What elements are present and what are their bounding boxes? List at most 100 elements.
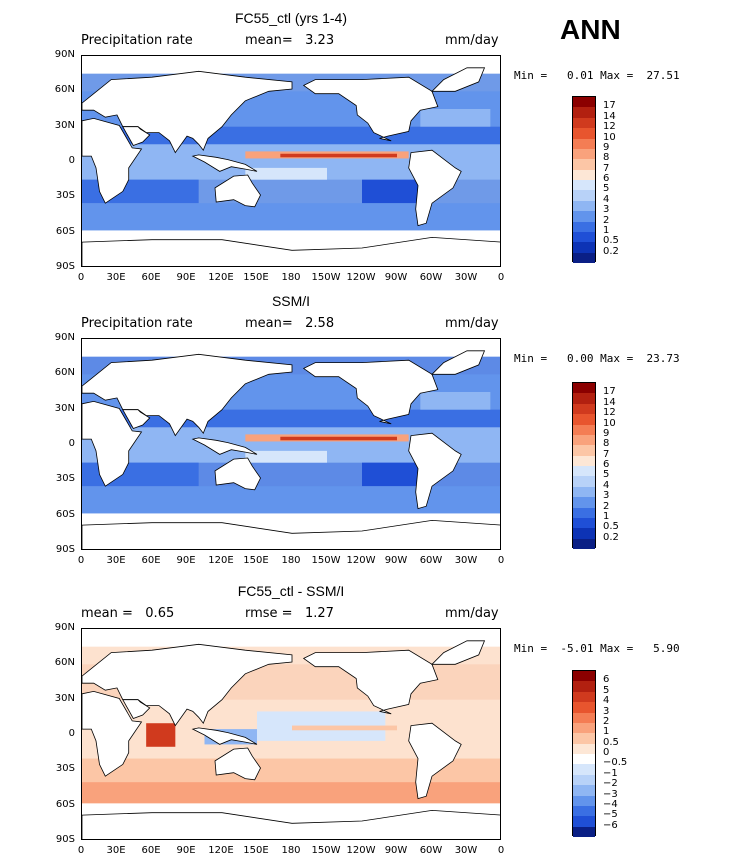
colorbar-label: 8 bbox=[603, 152, 610, 164]
lon-tick-label: 30E bbox=[106, 845, 126, 856]
colorbar-segment bbox=[573, 97, 595, 108]
colorbar-segment bbox=[573, 517, 595, 529]
lat-tick-label: 30S bbox=[55, 473, 75, 485]
panel-left-label: mean = 0.65 bbox=[81, 606, 175, 621]
lon-tick-label: 90W bbox=[384, 555, 408, 566]
panel-minmax: Min = 0.00 Max = 23.73 bbox=[514, 352, 680, 365]
colorbar-segment bbox=[573, 712, 595, 723]
colorbar-segment bbox=[573, 722, 595, 734]
colorbar-segment bbox=[573, 434, 595, 446]
lon-tick-label: 180 bbox=[281, 845, 301, 856]
colorbar-label: 12 bbox=[603, 121, 616, 133]
lon-tick-label: 0 bbox=[77, 555, 85, 566]
colorbar-label: −2 bbox=[603, 778, 618, 790]
lat-tick-label: 90N bbox=[54, 49, 75, 60]
panel-units: mm/day bbox=[445, 33, 499, 48]
lat-tick-label: 30S bbox=[55, 190, 75, 202]
colorbar-segment bbox=[573, 671, 595, 682]
colorbar-segment bbox=[573, 476, 595, 487]
colorbar-label: 3 bbox=[603, 490, 610, 502]
colorbar bbox=[572, 382, 596, 549]
colorbar-segment bbox=[573, 200, 595, 212]
colorbar-segment bbox=[573, 414, 595, 425]
colorbar-label: −6 bbox=[603, 819, 618, 831]
lat-tick-label: 60S bbox=[55, 225, 75, 237]
lon-tick-label: 30E bbox=[106, 272, 126, 283]
lon-tick-label: 120W bbox=[346, 555, 376, 566]
colorbar-segment bbox=[573, 180, 595, 191]
colorbar-segment bbox=[573, 774, 595, 786]
lon-tick-label: 60W bbox=[419, 555, 443, 566]
lon-tick-label: 60E bbox=[141, 555, 161, 566]
colorbar-segment bbox=[573, 733, 595, 744]
colorbar-segment bbox=[573, 795, 595, 806]
lat-tick-label: 30N bbox=[54, 692, 75, 704]
colorbar-label: −4 bbox=[603, 798, 618, 810]
panel-units: mm/day bbox=[445, 606, 499, 621]
colorbar-segment bbox=[573, 816, 595, 827]
lon-tick-label: 0 bbox=[77, 272, 85, 283]
colorbar-segment bbox=[573, 231, 595, 243]
colorbar-label: 4 bbox=[603, 479, 610, 491]
colorbar-label: 1 bbox=[603, 726, 610, 738]
colorbar bbox=[572, 670, 596, 837]
panel-stat: mean= 2.58 bbox=[245, 316, 335, 331]
colorbar-segment bbox=[573, 159, 595, 170]
lat-tick-label: 90N bbox=[54, 332, 75, 343]
lon-tick-label: 0 bbox=[497, 555, 505, 566]
page-title: ANN bbox=[560, 14, 621, 45]
colorbar-label: 7 bbox=[603, 162, 610, 174]
colorbar-label: 5 bbox=[603, 183, 610, 195]
colorbar-segment bbox=[573, 117, 595, 129]
colorbar-label: 6 bbox=[603, 173, 610, 184]
colorbar-segment bbox=[573, 128, 595, 139]
lon-tick-label: 150E bbox=[243, 272, 269, 283]
lon-tick-label: 90E bbox=[176, 272, 196, 283]
colorbar-label: 17 bbox=[603, 386, 616, 398]
colorbar-label: 3 bbox=[603, 705, 610, 717]
panel-units: mm/day bbox=[445, 316, 499, 331]
lon-tick-label: 90W bbox=[384, 845, 408, 856]
map-panel bbox=[81, 338, 501, 550]
lon-tick-label: 0 bbox=[497, 845, 505, 856]
colorbar-label: 4 bbox=[603, 695, 610, 707]
lat-tick-label: 90S bbox=[55, 834, 75, 845]
colorbar-label: −5 bbox=[603, 809, 618, 821]
panel-minmax: Min = -5.01 Max = 5.90 bbox=[514, 642, 680, 655]
lon-tick-label: 150E bbox=[243, 845, 269, 856]
colorbar-label: 0.5 bbox=[603, 235, 619, 247]
lon-tick-label: 180 bbox=[281, 555, 301, 566]
lon-tick-label: 150W bbox=[311, 555, 341, 566]
colorbar-segment bbox=[573, 743, 595, 754]
colorbar-label: 2 bbox=[603, 214, 610, 226]
lon-tick-label: 120W bbox=[346, 272, 376, 283]
colorbar-segment bbox=[573, 486, 595, 498]
map-panel bbox=[81, 55, 501, 267]
panel-title: SSM/I bbox=[271, 293, 311, 309]
colorbar-label: 17 bbox=[603, 100, 616, 112]
lon-tick-label: 150E bbox=[243, 555, 269, 566]
lon-tick-label: 60W bbox=[419, 845, 443, 856]
panel-left-label: Precipitation rate bbox=[81, 33, 193, 48]
colorbar-label: 4 bbox=[603, 193, 610, 205]
colorbar-segment bbox=[573, 221, 595, 232]
colorbar-label: 6 bbox=[603, 674, 610, 686]
lat-tick-label: 60S bbox=[55, 798, 75, 810]
colorbar-segment bbox=[573, 148, 595, 160]
colorbar-segment bbox=[573, 826, 595, 837]
lon-tick-label: 120E bbox=[208, 555, 234, 566]
colorbar-label: 7 bbox=[603, 448, 610, 460]
lon-tick-label: 150W bbox=[311, 845, 341, 856]
lat-tick-label: 0 bbox=[68, 728, 75, 739]
lon-tick-label: 60W bbox=[419, 272, 443, 283]
colorbar-label: 2 bbox=[603, 715, 610, 727]
lon-tick-label: 90E bbox=[176, 845, 196, 856]
colorbar-segment bbox=[573, 169, 595, 180]
colorbar-label: 9 bbox=[603, 427, 610, 439]
lat-tick-label: 0 bbox=[68, 438, 75, 449]
colorbar-label: 0.5 bbox=[603, 736, 619, 748]
colorbar-segment bbox=[573, 383, 595, 394]
colorbar-label: 0.5 bbox=[603, 521, 619, 533]
lon-tick-label: 60E bbox=[141, 845, 161, 856]
lon-tick-label: 0 bbox=[497, 272, 505, 283]
